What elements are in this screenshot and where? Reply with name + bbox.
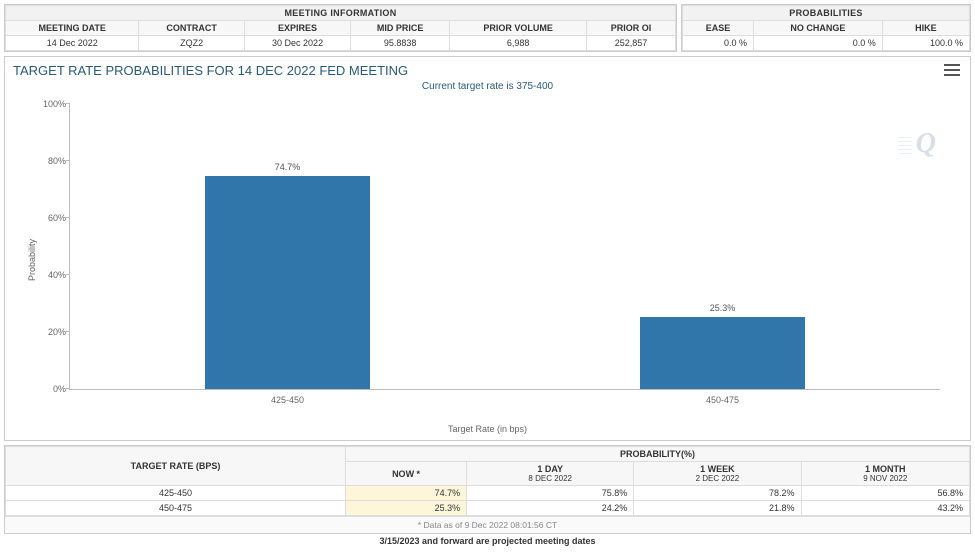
history-cell: 56.8%: [801, 486, 970, 501]
prob-cell: 100.0 %: [882, 36, 969, 51]
meeting-info-cell: ZQZ2: [139, 36, 244, 51]
history-cell: 78.2%: [634, 486, 801, 501]
prob-col: NO CHANGE: [754, 21, 883, 36]
data-footnote: * Data as of 9 Dec 2022 08:01:56 CT: [5, 516, 970, 533]
meeting-info-col: EXPIRES: [244, 21, 350, 36]
y-tick: 60%: [36, 213, 66, 223]
meeting-info-cell: 95.8838: [351, 36, 450, 51]
history-cell: 21.8%: [634, 501, 801, 516]
y-tick: 80%: [36, 156, 66, 166]
bar-label: 25.3%: [640, 303, 805, 313]
prob-col: EASE: [683, 21, 754, 36]
plot-area: 0%20%40%60%80%100%74.7%425-45025.3%450-4…: [69, 104, 940, 390]
history-cell: 43.2%: [801, 501, 970, 516]
y-tick: 40%: [36, 270, 66, 280]
probabilities-table: PROBABILITIES EASENO CHANGEHIKE 0.0 %0.0…: [682, 5, 970, 51]
rate-cell: 450-475: [6, 501, 346, 516]
prob-cell: 0.0 %: [754, 36, 883, 51]
probability-history-table: TARGET RATE (BPS) PROBABILITY(%) NOW *1 …: [5, 446, 970, 516]
meeting-info-col: PRIOR VOLUME: [450, 21, 587, 36]
target-rate-header: TARGET RATE (BPS): [6, 447, 346, 486]
prob-col: HIKE: [882, 21, 969, 36]
rate-cell: 425-450: [6, 486, 346, 501]
meeting-info-col: CONTRACT: [139, 21, 244, 36]
probability-super-header: PROBABILITY(%): [346, 447, 970, 462]
history-col: 1 DAY8 DEC 2022: [467, 462, 634, 486]
history-col: 1 MONTH9 NOV 2022: [801, 462, 970, 486]
probabilities-title: PROBABILITIES: [683, 6, 970, 21]
chart-subtitle: Current target rate is 375-400: [5, 81, 970, 92]
meeting-info-title: MEETING INFORMATION: [6, 6, 676, 21]
y-tick: 100%: [36, 99, 66, 109]
history-cell: 74.7%: [346, 486, 467, 501]
x-axis-label: Target Rate (in bps): [5, 424, 970, 434]
table-row: 425-45074.7%75.8%78.2%56.8%: [6, 486, 970, 501]
y-tick: 0%: [36, 384, 66, 394]
x-tick: 450-475: [706, 395, 739, 405]
x-tick: 425-450: [271, 395, 304, 405]
history-cell: 24.2%: [467, 501, 634, 516]
meeting-info-cell: 252,857: [587, 36, 676, 51]
meeting-info-cell: 6,988: [450, 36, 587, 51]
meeting-info-cell: 14 Dec 2022: [6, 36, 139, 51]
bar-label: 74.7%: [205, 162, 370, 172]
chart-body: Q Probability 0%20%40%60%80%100%74.7%425…: [25, 100, 950, 420]
bar: 25.3%: [640, 317, 805, 389]
history-cell: 25.3%: [346, 501, 467, 516]
meeting-info-col: MID PRICE: [351, 21, 450, 36]
meeting-info-panel: MEETING INFORMATION MEETING DATECONTRACT…: [4, 4, 677, 52]
chart-title: TARGET RATE PROBABILITIES FOR 14 DEC 202…: [13, 63, 408, 78]
probability-history-panel: TARGET RATE (BPS) PROBABILITY(%) NOW *1 …: [4, 445, 971, 534]
chart-menu-icon[interactable]: [942, 61, 962, 79]
meeting-info-cell: 30 Dec 2022: [244, 36, 350, 51]
prob-cell: 0.0 %: [683, 36, 754, 51]
history-cell: 75.8%: [467, 486, 634, 501]
meeting-info-col: MEETING DATE: [6, 21, 139, 36]
table-row: 450-47525.3%24.2%21.8%43.2%: [6, 501, 970, 516]
probabilities-panel: PROBABILITIES EASENO CHANGEHIKE 0.0 %0.0…: [681, 4, 971, 52]
history-col: NOW *: [346, 462, 467, 486]
chart-panel: TARGET RATE PROBABILITIES FOR 14 DEC 202…: [4, 56, 971, 441]
projected-note: 3/15/2023 and forward are projected meet…: [4, 534, 971, 548]
meeting-info-col: PRIOR OI: [587, 21, 676, 36]
bar: 74.7%: [205, 176, 370, 389]
history-col: 1 WEEK2 DEC 2022: [634, 462, 801, 486]
meeting-info-table: MEETING INFORMATION MEETING DATECONTRACT…: [5, 5, 676, 51]
y-tick: 20%: [36, 327, 66, 337]
